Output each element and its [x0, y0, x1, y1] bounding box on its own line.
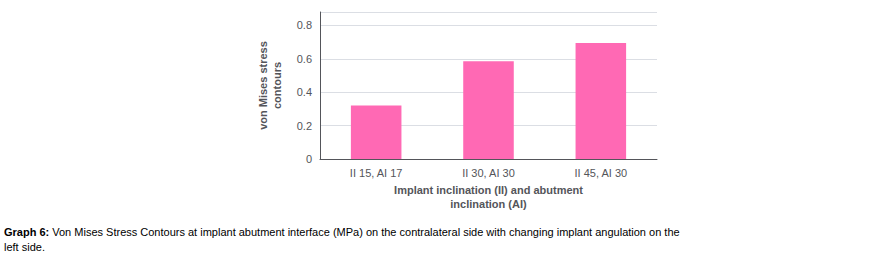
svg-text:II 30, AI 30: II 30, AI 30: [462, 167, 515, 179]
svg-text:II 45, AI 30: II 45, AI 30: [575, 167, 628, 179]
svg-text:0: 0: [306, 153, 312, 165]
svg-text:left side.: left side.: [4, 241, 45, 253]
svg-text:II 15, AI 17: II 15, AI 17: [350, 167, 403, 179]
svg-text:0.2: 0.2: [297, 120, 312, 132]
svg-text:0.8: 0.8: [297, 19, 312, 31]
svg-text:0.6: 0.6: [297, 53, 312, 65]
svg-text:von Mises stress: von Mises stress: [257, 41, 269, 130]
svg-text:contours: contours: [271, 62, 283, 109]
svg-text:Implant inclination (II) and a: Implant inclination (II) and abutment: [394, 184, 583, 196]
svg-text:Graph 6:: Graph 6:: [4, 226, 49, 238]
svg-text:0.4: 0.4: [297, 86, 312, 98]
svg-text:Von Mises Stress Contours at i: Von Mises Stress Contours at implant abu…: [49, 226, 679, 238]
svg-text:inclination (AI): inclination (AI): [450, 198, 527, 210]
